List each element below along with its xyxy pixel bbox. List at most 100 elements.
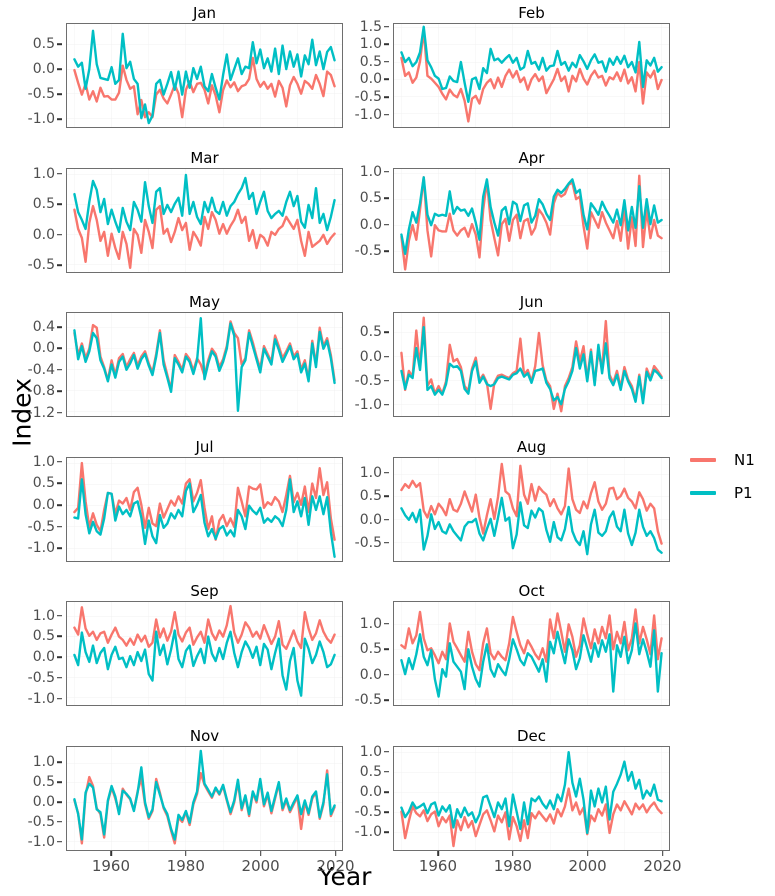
y-tick-mark bbox=[57, 635, 62, 638]
facet-title: Dec bbox=[516, 726, 547, 745]
y-tick-label: -0.5 bbox=[27, 518, 55, 535]
y-tick-mark bbox=[57, 676, 62, 679]
facet-panel-jul: Jul 1.0 0.5 0.0 -0.5 -1.0 bbox=[22, 438, 349, 583]
y-tick-label: 1.0 bbox=[359, 464, 382, 481]
x-tick-label: 2000 bbox=[568, 856, 607, 875]
series-line-n1 bbox=[401, 175, 661, 269]
y-tick-label: 0.0 bbox=[32, 649, 55, 666]
plot-area bbox=[393, 601, 670, 706]
y-tick-mark bbox=[57, 369, 62, 371]
facet-panel-sep: Sep 1.0 0.5 0.0 -0.5 -1.0 bbox=[22, 582, 349, 727]
facet-panel-nov: Nov 1.0 0.5 0.0 -0.5 -1.0 1960 1980 2000 2020 bbox=[22, 726, 355, 887]
y-tick-mark bbox=[384, 770, 389, 773]
y-tick-mark bbox=[57, 614, 62, 617]
y-tick-label: 0.5 bbox=[359, 763, 382, 780]
y-tick-label: 0.5 bbox=[32, 36, 55, 52]
y-tick-mark bbox=[384, 831, 389, 834]
y-tick-mark bbox=[384, 250, 389, 253]
y-tick-label: 0.5 bbox=[359, 488, 382, 505]
facet-title: Oct bbox=[518, 582, 545, 600]
plot-area bbox=[393, 23, 670, 128]
y-tick-label: 0.0 bbox=[359, 348, 382, 365]
legend: N1 P1 bbox=[688, 443, 772, 509]
y-tick-label: 0.0 bbox=[359, 783, 382, 800]
legend-label-n1: N1 bbox=[734, 450, 755, 469]
y-tick-mark bbox=[57, 264, 62, 266]
plot-area bbox=[66, 167, 343, 273]
y-tick-mark bbox=[57, 347, 62, 350]
x-tick-mark bbox=[334, 850, 337, 856]
y-tick-label: -0.5 bbox=[27, 257, 55, 274]
series-line-p1 bbox=[74, 630, 334, 695]
y-axis: 1.0 0.5 0.0 -0.5 -1.0 bbox=[22, 455, 62, 562]
series-line-p1 bbox=[401, 327, 661, 404]
y-tick-label: -1.0 bbox=[354, 824, 382, 841]
y-tick-mark bbox=[384, 197, 389, 200]
facet-title: Sep bbox=[190, 582, 219, 600]
y-axis: 1.0 0.5 0.0 -0.5 -1.0 bbox=[22, 601, 62, 706]
x-tick-mark bbox=[110, 850, 112, 856]
x-tick-label: 1980 bbox=[493, 856, 532, 875]
y-tick-label: 0.5 bbox=[32, 196, 55, 213]
x-tick-mark bbox=[259, 850, 262, 856]
y-tick-mark bbox=[57, 697, 62, 700]
y-axis: 0.5 0.0 -0.5 -1.0 bbox=[349, 312, 389, 417]
y-axis: 1.0 0.5 0.0 -0.5 -1.0 bbox=[349, 743, 389, 851]
y-tick-mark bbox=[384, 113, 389, 116]
facet-panel-feb: Feb 1.5 1.0 0.5 0.0 -0.5 -1.0 bbox=[349, 4, 676, 149]
y-tick-mark bbox=[57, 43, 62, 45]
y-tick-mark bbox=[57, 390, 62, 393]
y-tick-label: -1.0 bbox=[27, 540, 55, 557]
facet-panel-mar: Mar 1.0 0.5 0.0 -0.5 bbox=[22, 149, 349, 294]
facet-panel-may: May 0.4 0.0 -0.4 -0.8 -1.2 bbox=[22, 293, 349, 438]
series-line-n1 bbox=[401, 609, 661, 670]
legend-item-n1[interactable]: N1 bbox=[688, 443, 772, 476]
y-tick-mark bbox=[384, 78, 389, 81]
facet-title: Jan bbox=[192, 4, 217, 22]
facet-row: Mar 1.0 0.5 0.0 -0.5 Apr 1.0 0.5 0.0 -0.5 bbox=[22, 149, 677, 294]
plot-area bbox=[393, 312, 670, 417]
y-tick-mark bbox=[57, 821, 62, 823]
series-line-n1 bbox=[74, 58, 334, 117]
facet-title: Jun bbox=[519, 293, 544, 311]
facet-panel-dec: Dec 1.0 0.5 0.0 -0.5 -1.0 1960 1980 2000 2020 bbox=[349, 726, 682, 887]
y-tick-label: -0.5 bbox=[27, 813, 55, 830]
y-tick-label: 0.0 bbox=[32, 497, 55, 514]
y-tick-mark bbox=[57, 482, 62, 485]
series-line-p1 bbox=[401, 27, 661, 102]
x-tick-mark bbox=[661, 850, 664, 856]
series-line-p1 bbox=[74, 318, 334, 410]
plot-area bbox=[393, 167, 670, 273]
y-tick-mark bbox=[57, 547, 62, 550]
y-tick-label: 1.0 bbox=[32, 607, 55, 624]
y-tick-label: -1.0 bbox=[27, 111, 55, 127]
x-tick-mark bbox=[586, 850, 589, 856]
y-tick-label: -0.4 bbox=[27, 361, 55, 378]
y-tick-mark bbox=[384, 699, 389, 701]
y-tick-label: 0.4 bbox=[32, 319, 55, 335]
plot-area bbox=[66, 312, 343, 417]
y-tick-mark bbox=[384, 811, 389, 813]
y-tick-mark bbox=[57, 118, 62, 120]
y-tick-label: 0.0 bbox=[32, 793, 55, 810]
y-tick-mark bbox=[57, 525, 62, 528]
facet-title: Feb bbox=[518, 4, 545, 22]
facet-row: Sep 1.0 0.5 0.0 -0.5 -1.0 Oct 1.0 0.5 0.0 -0.5 bbox=[22, 582, 677, 727]
plot-area bbox=[66, 745, 343, 851]
y-tick-label: -1.2 bbox=[27, 404, 55, 421]
y-tick-label: 1.0 bbox=[359, 743, 382, 760]
y-tick-label: -1.0 bbox=[354, 106, 382, 123]
facet-row: Nov 1.0 0.5 0.0 -0.5 -1.0 1960 1980 2000 2020 Dec 1… bbox=[22, 726, 682, 887]
facet-title: Nov bbox=[189, 726, 220, 745]
y-tick-label: 0.5 bbox=[32, 628, 55, 645]
y-tick-label: -1.0 bbox=[27, 833, 55, 850]
y-tick-label: 1.5 bbox=[359, 18, 382, 35]
facet-row: May 0.4 0.0 -0.4 -0.8 -1.2 Jun 0.5 0.0 -0.5 -1.0 bbox=[22, 293, 677, 438]
y-tick-label: 0.0 bbox=[359, 71, 382, 88]
y-tick-mark bbox=[384, 542, 389, 544]
legend-item-p1[interactable]: P1 bbox=[688, 476, 772, 509]
series-line-p1 bbox=[74, 479, 334, 556]
y-tick-label: 0.5 bbox=[32, 774, 55, 791]
y-tick-mark bbox=[384, 404, 389, 406]
